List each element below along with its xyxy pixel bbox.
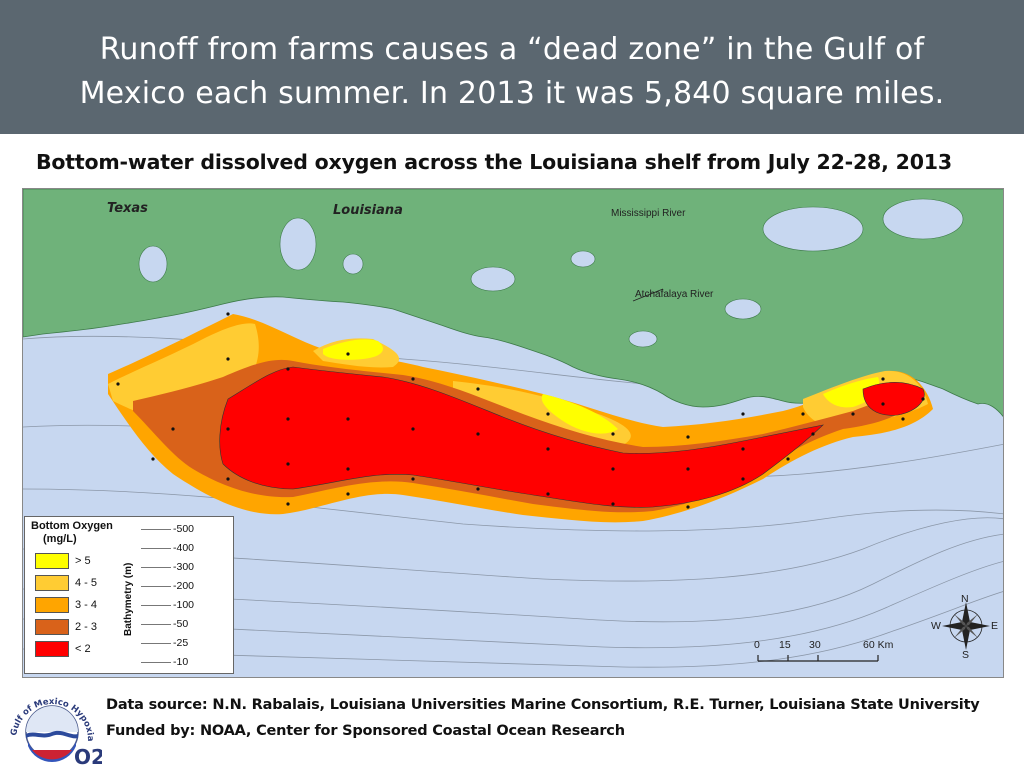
legend-swatch-2-3 [35,619,69,635]
legend-label-gt5: > 5 [75,555,91,567]
bathy-line-200 [141,586,171,587]
bathy-label-300: -300 [173,561,195,573]
bathy-label-500: -500 [173,523,195,535]
bathy-label-10: -10 [173,656,189,668]
header-line-2: Mexico each summer. In 2013 it was 5,840… [79,76,945,111]
legend-label-lt2: < 2 [75,643,91,655]
scale-tick-60: 60 Km [863,639,894,651]
compass-w: W [931,620,941,632]
bathy-label-100: -100 [173,599,195,611]
label-mississippi-river: Mississippi River [611,208,686,219]
legend-swatch-4-5 [35,575,69,591]
bathy-line-25 [141,643,171,644]
contour-100m [23,517,1003,582]
compass-n: N [961,593,969,605]
slide-header: Runoff from farms causes a “dead zone” i… [0,0,1024,134]
hypoxia-logo-icon: Gulf of Mexico Hypoxia O2 [9,697,102,768]
sampling-stations [116,312,925,509]
legend-title: Bottom Oxygen (mg/L) [31,520,113,546]
logo-o2-text: O2 [74,745,102,768]
legend-swatch-gt5 [35,553,69,569]
legend-unit: (mg/L) [43,533,77,545]
hypoxia-zones [108,314,933,523]
legend: Bottom Oxygen (mg/L) > 5 4 - 5 3 - 4 2 -… [24,516,234,674]
bathymetry-title: Bathymetry (m) [123,562,134,636]
legend-label-3-4: 3 - 4 [75,599,98,611]
scale-tick-15: 15 [779,639,791,651]
scale-tick-0: 0 [754,639,760,651]
bathy-line-10 [141,662,171,663]
contour-200m [23,533,1003,623]
legend-title-text: Bottom Oxygen [31,520,113,532]
legend-swatch-lt2 [35,641,69,657]
inland-water [138,198,964,348]
footer-data-source: Data source: N.N. Rabalais, Louisiana Un… [106,697,980,713]
scale-tick-30: 30 [809,639,821,651]
label-atchafalaya-river: Atchafalaya River [635,289,714,300]
zone-lt2 [219,366,925,508]
header-line-1: Runoff from farms causes a “dead zone” i… [99,32,925,67]
scale-bar [757,655,879,662]
atchafalaya-pointer [632,288,664,302]
label-texas: Texas [107,201,148,216]
bathy-line-100 [141,605,171,606]
compass-rose-icon [942,602,990,650]
map-title: Bottom-water dissolved oxygen across the… [36,150,952,174]
compass-e: E [991,620,999,632]
legend-label-4-5: 4 - 5 [75,577,98,589]
zone-gt5 [323,339,880,434]
label-louisiana: Louisiana [333,203,403,218]
contour-400m [23,591,1003,668]
footer-funded-by: Funded by: NOAA, Center for Sponsored Co… [106,723,625,739]
legend-swatch-3-4 [35,597,69,613]
bathy-line-300 [141,567,171,568]
bathy-line-500 [141,529,171,530]
bathy-label-400: -400 [173,542,195,554]
compass-s: S [962,649,970,661]
bathy-line-400 [141,548,171,549]
bathy-label-50: -50 [173,618,189,630]
bathy-line-50 [141,624,171,625]
footer: Gulf of Mexico Hypoxia O2 Data source: N… [0,680,1024,768]
bathy-label-200: -200 [173,580,195,592]
legend-label-2-3: 2 - 3 [75,621,98,633]
bathy-label-25: -25 [173,637,189,649]
